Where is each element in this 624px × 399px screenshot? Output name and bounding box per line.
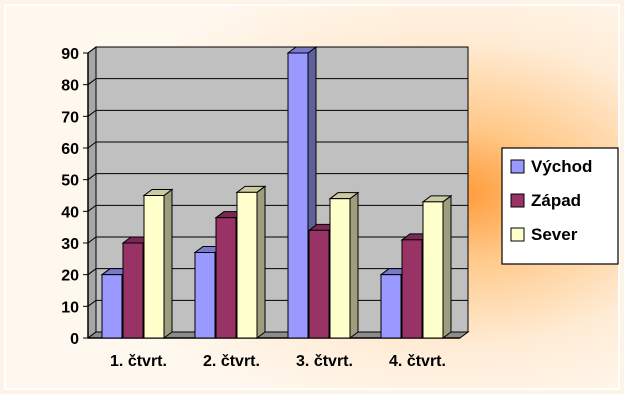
gridline [87, 141, 468, 149]
legend-swatch [510, 227, 525, 242]
y-tick-label: 70 [61, 109, 79, 126]
gridline [87, 173, 468, 181]
y-tick-label: 80 [61, 78, 79, 95]
y-tick-label: 10 [61, 299, 79, 316]
x-tick-label: 3. čtvrt. [296, 353, 353, 370]
bar-3-4 [421, 194, 453, 339]
bar-3-2 [235, 185, 267, 339]
plot-area: 0 10 20 30 40 50 60 70 80 90 1. čtvrt. 2. čtvrt. 3. … [61, 46, 470, 370]
gridline [87, 78, 468, 86]
legend: Východ Západ Sever [501, 147, 619, 265]
y-tick-label: 60 [61, 141, 79, 158]
bar-3-3 [328, 191, 360, 339]
gridline [87, 46, 468, 54]
legend-label: Sever [531, 225, 578, 244]
y-tick-label: 0 [70, 331, 79, 348]
y-tick-label: 90 [61, 46, 79, 63]
x-tick-label: 2. čtvrt. [203, 353, 260, 370]
plot-side-wall [87, 46, 97, 339]
legend-label: Východ [531, 157, 592, 176]
y-tick-label: 50 [61, 173, 79, 190]
bar-1-3 [286, 46, 318, 339]
x-tick-label: 1. čtvrt. [110, 353, 167, 370]
bar-3-1 [142, 188, 174, 339]
x-tick-label: 4. čtvrt. [389, 353, 446, 370]
gridline [87, 109, 468, 117]
y-tick-label: 40 [61, 204, 79, 221]
legend-swatch [510, 159, 525, 174]
legend-swatch [510, 193, 525, 208]
legend-label: Západ [531, 191, 581, 210]
y-tick-label: 30 [61, 236, 79, 253]
y-tick-label: 20 [61, 268, 79, 285]
